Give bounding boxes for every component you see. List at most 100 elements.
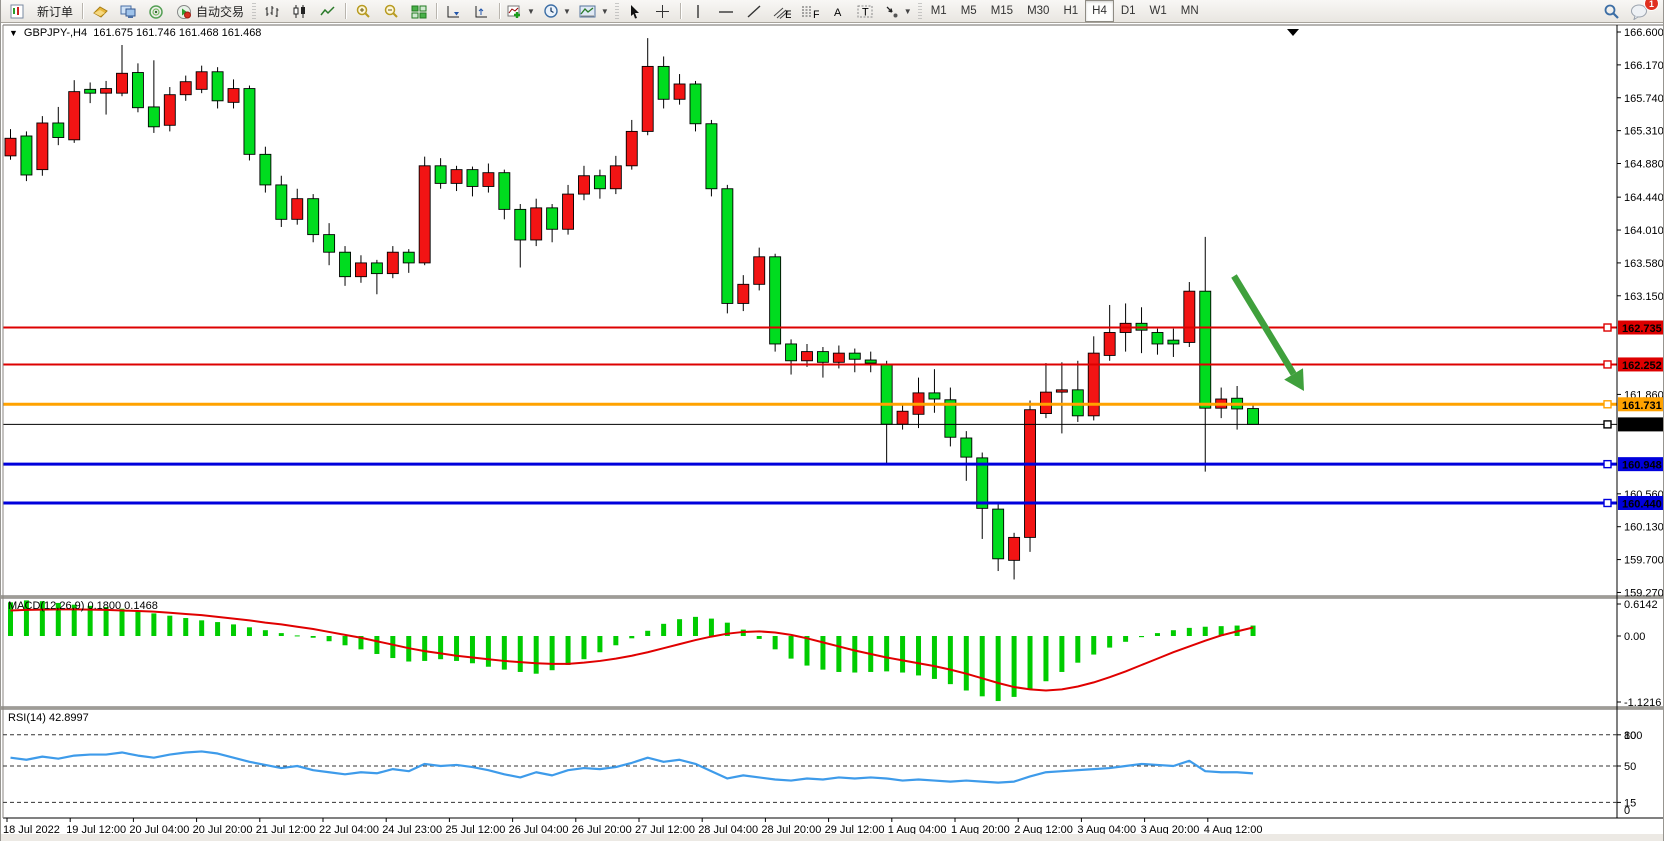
- toolbar-grip[interactable]: [917, 3, 922, 19]
- chart-candles-button[interactable]: [286, 0, 314, 22]
- timeframe-button-H1[interactable]: H1: [1063, 5, 1079, 17]
- timeframe-button-M1[interactable]: M1: [930, 5, 947, 17]
- macd-bar: [900, 636, 906, 673]
- macd-bar: [947, 636, 953, 685]
- candle: [848, 348, 861, 373]
- level-end-marker[interactable]: [1603, 400, 1612, 409]
- add-indicator-button[interactable]: ▼: [503, 0, 539, 22]
- crosshair-button[interactable]: [649, 0, 677, 22]
- macd-bar: [1186, 627, 1192, 636]
- candle: [291, 188, 304, 225]
- auto-trading-button[interactable]: 自动交易: [170, 0, 250, 22]
- main-chart-pane[interactable]: [3, 25, 1617, 596]
- candle: [36, 116, 49, 176]
- time-tick-label: 20 Jul 20:00: [193, 824, 253, 836]
- candle: [816, 347, 829, 378]
- history-center-button[interactable]: [86, 0, 114, 22]
- macd-bar: [215, 622, 221, 636]
- macd-bar: [836, 636, 842, 672]
- zoom-in-button[interactable]: [349, 0, 377, 22]
- candle: [1008, 532, 1021, 580]
- timeframe-button-W1[interactable]: W1: [1149, 5, 1167, 17]
- search-button[interactable]: [1597, 0, 1625, 22]
- text-label-button[interactable]: T: [852, 0, 880, 22]
- candle: [131, 63, 144, 113]
- auto-scroll-button[interactable]: [440, 0, 468, 22]
- new-order-label: 新订单: [37, 4, 74, 19]
- time-tick-label: 26 Jul 04:00: [509, 824, 569, 836]
- vertical-line-button[interactable]: [684, 0, 712, 22]
- periods-button[interactable]: ▼: [539, 0, 575, 22]
- chart-page-button[interactable]: [3, 0, 31, 22]
- macd-bar: [183, 618, 189, 636]
- timeframe-button-MN[interactable]: MN: [1180, 5, 1199, 17]
- price-axis-panel[interactable]: [1618, 23, 1664, 841]
- rsi-axis-label: 100: [1624, 730, 1642, 742]
- level-end-marker[interactable]: [1603, 420, 1612, 429]
- timeframe-button-M30[interactable]: M30: [1027, 5, 1050, 17]
- level-end-marker[interactable]: [1603, 498, 1612, 508]
- price-tick-label: 164.010: [1624, 225, 1664, 237]
- macd-pane[interactable]: [3, 598, 1617, 707]
- price-tick-label: 163.580: [1624, 258, 1664, 270]
- chart-bars-button[interactable]: [258, 0, 286, 22]
- price-tick-label: 164.880: [1624, 159, 1664, 171]
- text-button[interactable]: A: [824, 0, 852, 22]
- terminal-windows-button[interactable]: [114, 0, 142, 22]
- zoom-out-button[interactable]: [377, 0, 405, 22]
- notifications-button[interactable]: [1625, 0, 1653, 22]
- horizontal-line-icon: [718, 10, 733, 13]
- macd-bar: [358, 636, 364, 650]
- toolbar-separator: [679, 3, 681, 19]
- timeframe-button-M15[interactable]: M15: [990, 5, 1014, 17]
- horizontal-line-button[interactable]: [712, 0, 740, 22]
- time-tick-label: 27 Jul 12:00: [635, 824, 695, 836]
- macd-bar: [1011, 636, 1017, 697]
- equidistant-channel-button[interactable]: E: [768, 0, 796, 22]
- chart-line-button[interactable]: [314, 0, 342, 22]
- timeframe-button-D1[interactable]: D1: [1120, 5, 1136, 17]
- rsi-axis-label: 15: [1624, 797, 1636, 809]
- candle: [211, 67, 224, 109]
- level-end-marker[interactable]: [1603, 360, 1612, 369]
- level-end-marker[interactable]: [1603, 323, 1612, 332]
- rsi-axis-label: 80: [1624, 730, 1636, 742]
- arrow-annotation[interactable]: [1231, 274, 1304, 391]
- candle: [657, 56, 670, 109]
- arrows-tool-button[interactable]: ▼: [880, 0, 916, 22]
- macd-bar: [438, 636, 444, 660]
- rsi-pane[interactable]: [3, 709, 1617, 818]
- cursor-button[interactable]: [621, 0, 649, 22]
- templates-button[interactable]: ▼: [575, 0, 613, 22]
- level-end-marker[interactable]: [1603, 459, 1612, 469]
- macd-bar: [772, 636, 778, 650]
- candle: [179, 75, 192, 101]
- macd-bar: [1107, 636, 1113, 648]
- macd-bar: [55, 602, 61, 636]
- chart-shift-button[interactable]: [468, 0, 496, 22]
- chart-canvas[interactable]: 166.600 166.170 165.740 165.310 164.880 164.4…: [1, 23, 1664, 841]
- chart-symbol-header[interactable]: ▼ GBPJPY-,H4 161.675 161.746 161.468 161…: [9, 27, 261, 39]
- pane-separator[interactable]: [1, 707, 1664, 709]
- chart-shift-marker-icon[interactable]: [1287, 29, 1299, 36]
- timeframe-button-M5[interactable]: M5: [960, 5, 977, 17]
- main-toolbar: 新订单 自动交易: [1, 0, 1663, 23]
- macd-bar: [1091, 636, 1097, 655]
- timeframe-button-H4[interactable]: H4: [1085, 0, 1114, 22]
- price-tick-label: 164.440: [1624, 192, 1664, 204]
- candle: [673, 74, 686, 105]
- signals-button[interactable]: [142, 0, 170, 22]
- new-order-button[interactable]: 新订单: [31, 0, 79, 22]
- candle: [259, 146, 272, 193]
- tile-windows-button[interactable]: [405, 0, 433, 22]
- candle: [227, 79, 240, 109]
- trendline-button[interactable]: [740, 0, 768, 22]
- fibonacci-button[interactable]: F: [796, 0, 824, 22]
- pane-separator[interactable]: [1, 596, 1664, 598]
- macd-bar: [724, 622, 730, 636]
- toolbar-grip[interactable]: [252, 3, 257, 19]
- toolbar-grip[interactable]: [614, 3, 619, 19]
- time-axis[interactable]: 18 Jul 2022 19 Jul 12:00 20 Jul 04:00 20 Ju…: [3, 818, 1263, 836]
- macd-bar: [390, 636, 396, 659]
- svg-text:F: F: [813, 9, 819, 19]
